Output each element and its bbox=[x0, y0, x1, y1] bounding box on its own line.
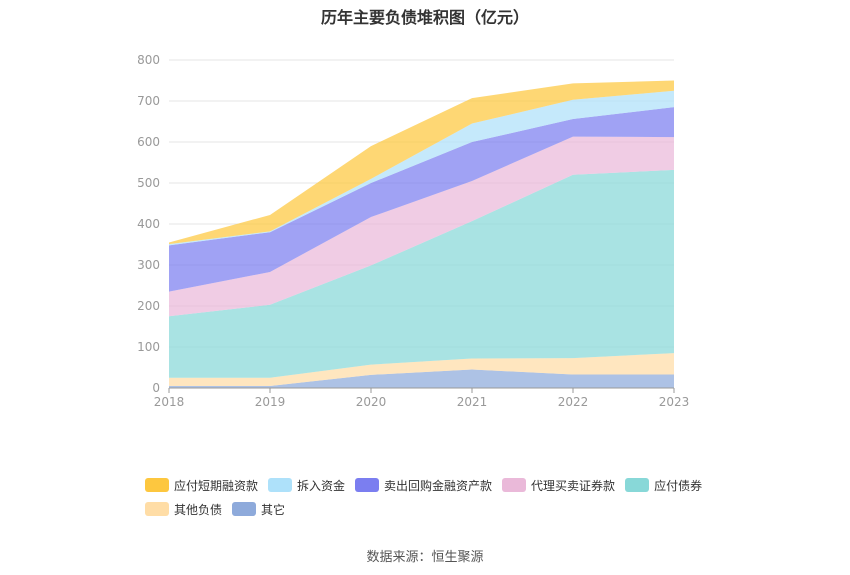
area-代理买卖证券款 bbox=[169, 136, 674, 317]
legend-item[interactable]: 应付债券 bbox=[625, 477, 702, 494]
y-tick-label: 100 bbox=[137, 340, 160, 354]
area-应付短期融资款 bbox=[169, 80, 674, 245]
legend-swatch bbox=[625, 478, 650, 492]
chart-title: 历年主要负债堆积图（亿元） bbox=[320, 8, 529, 27]
legend-item[interactable]: 卖出回购金融资产款 bbox=[355, 477, 492, 494]
x-tick-label: 2018 bbox=[154, 395, 185, 409]
area-应付债券 bbox=[169, 169, 674, 378]
legend-swatch bbox=[232, 502, 257, 516]
legend-item[interactable]: 应付短期融资款 bbox=[145, 477, 258, 494]
legend-label: 卖出回购金融资产款 bbox=[384, 478, 493, 493]
legend-label: 其它 bbox=[261, 502, 286, 517]
legend-label: 应付短期融资款 bbox=[174, 478, 259, 493]
legend-item[interactable]: 代理买卖证券款 bbox=[502, 477, 615, 494]
y-tick-label: 200 bbox=[137, 299, 160, 313]
y-tick-label: 800 bbox=[137, 53, 160, 67]
x-tick-label: 2021 bbox=[457, 395, 488, 409]
y-tick-label: 700 bbox=[137, 94, 160, 108]
x-tick-label: 2023 bbox=[659, 395, 690, 409]
y-tick-label: 500 bbox=[137, 176, 160, 190]
y-tick-label: 400 bbox=[137, 217, 160, 231]
x-tick-label: 2019 bbox=[255, 395, 286, 409]
y-tick-label: 0 bbox=[152, 381, 160, 395]
legend-row-1: 应付短期融资款 拆入资金 卖出回购金融资产款 代理买卖证券款 应付债券 bbox=[145, 473, 745, 497]
legend: 应付短期融资款 拆入资金 卖出回购金融资产款 代理买卖证券款 应付债券 其他负债 其它 bbox=[145, 473, 745, 521]
legend-label: 其他负债 bbox=[174, 502, 223, 517]
legend-swatch bbox=[502, 478, 527, 492]
area-卖出回购金融资产款 bbox=[169, 107, 674, 292]
y-tick-label: 300 bbox=[137, 258, 160, 272]
legend-item[interactable]: 其它 bbox=[232, 501, 285, 518]
area-拆入资金 bbox=[169, 90, 674, 246]
legend-swatch bbox=[268, 478, 293, 492]
x-tick-label: 2022 bbox=[558, 395, 589, 409]
legend-item[interactable]: 其他负债 bbox=[145, 501, 222, 518]
legend-row-2: 其他负债 其它 bbox=[145, 497, 745, 521]
legend-item[interactable]: 拆入资金 bbox=[268, 477, 345, 494]
x-tick-label: 2020 bbox=[356, 395, 387, 409]
legend-label: 应付债券 bbox=[654, 478, 703, 493]
legend-swatch bbox=[145, 478, 169, 492]
data-source: 数据来源：恒生聚源 bbox=[366, 550, 484, 565]
legend-swatch bbox=[355, 478, 380, 492]
area-series bbox=[169, 80, 674, 388]
axes: 0 100 200 300 400 500 600 700 800 2018 2019 2020 202… bbox=[137, 53, 689, 409]
y-tick-label: 600 bbox=[137, 135, 160, 149]
area-其他负债 bbox=[169, 353, 674, 386]
legend-label: 代理买卖证券款 bbox=[531, 478, 616, 493]
legend-swatch bbox=[145, 502, 169, 516]
area-其它 bbox=[169, 369, 674, 388]
legend-label: 拆入资金 bbox=[297, 478, 346, 493]
